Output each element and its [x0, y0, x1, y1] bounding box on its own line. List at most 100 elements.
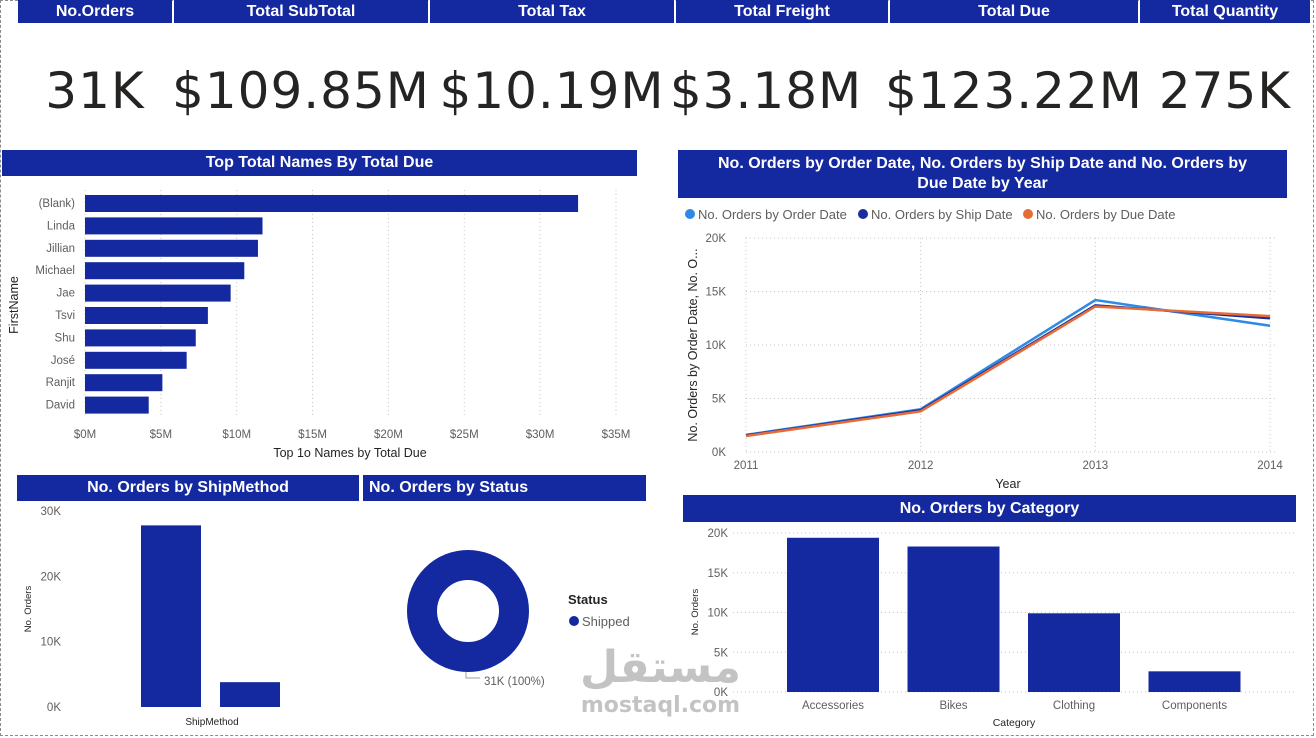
y-tick-label: José [51, 355, 75, 367]
y-axis-title: No. Orders [690, 589, 701, 636]
y-tick-label: Linda [47, 220, 76, 232]
top-names-chart: $0M $5M $10M $15M $20M $25M $30M $35M (Blank) Lin… [7, 190, 631, 460]
legend-title: Status [568, 592, 608, 607]
orders-by-year-title: No. Orders by Order Date, No. Orders by … [678, 150, 1287, 198]
bar [85, 262, 245, 280]
top-names-title: Top Total Names By Total Due [2, 150, 637, 176]
y-tick-label: 20K [706, 233, 727, 245]
y-tick-label: Michael [35, 265, 75, 277]
watermark-latin: mostaql.com [580, 693, 741, 718]
x-tick-label: Accessories [802, 700, 864, 712]
bar [1148, 671, 1241, 692]
leader-line [465, 672, 480, 679]
x-tick-label: Clothing [1053, 700, 1095, 712]
x-tick-label: $10M [222, 429, 251, 441]
x-tick-label: $35M [602, 429, 631, 441]
y-tick-label: 0K [47, 702, 61, 714]
kpi-value-freight: $3.18M [669, 62, 863, 120]
y-tick-label: Ranjit [46, 377, 76, 389]
kpi-header-freight: Total Freight [676, 0, 888, 23]
bar [85, 284, 231, 302]
y-axis-title: FirstName [7, 276, 21, 334]
y-tick-label: (Blank) [39, 198, 76, 210]
kpi-header-quantity: Total Quantity [1140, 0, 1310, 23]
y-tick-label: 30K [41, 506, 62, 518]
y-tick-label: David [46, 400, 75, 412]
bar [1028, 613, 1120, 692]
kpi-value-due: $123.22M [885, 62, 1143, 120]
bar [85, 239, 258, 257]
x-tick-label: $20M [374, 429, 403, 441]
bar [787, 537, 879, 692]
y-tick-label: 10K [41, 637, 62, 649]
bar [85, 307, 208, 324]
x-axis-title: ShipMethod [185, 717, 238, 728]
x-tick-label: $5M [150, 429, 172, 441]
donut-slice [407, 550, 529, 672]
y-tick-label: 0K [714, 687, 728, 699]
legend-marker [685, 209, 695, 219]
bar [85, 217, 263, 235]
y-tick-label: 20K [708, 528, 729, 540]
series-line [745, 305, 1271, 438]
mostaql-watermark: مستقل mostaql.com [578, 642, 743, 722]
x-axis-title: Top 1o Names by Total Due [273, 446, 426, 460]
x-tick-label: $0M [74, 429, 96, 441]
kpi-header-due: Total Due [890, 0, 1138, 23]
y-tick-label: 5K [712, 394, 726, 406]
legend-label: No. Orders by Order Date [698, 207, 847, 222]
legend-label: No. Orders by Ship Date [871, 207, 1013, 222]
bar [85, 351, 187, 369]
shipmethod-chart: 0K 10K 20K 30K ShipMethod No. Orders [23, 506, 280, 728]
x-tick-label: $25M [450, 429, 479, 441]
y-tick-label: 10K [708, 608, 729, 620]
category-chart: 0K 5K 10K 15K 20K Accessories Bikes Clothing Com… [690, 528, 1295, 729]
data-label: 31K (100%) [484, 676, 545, 688]
legend-label: No. Orders by Due Date [1036, 207, 1175, 222]
y-tick-label: 15K [706, 287, 727, 299]
y-tick-label: 5K [714, 647, 728, 659]
legend-marker [569, 616, 579, 626]
x-tick-label: 2013 [1083, 460, 1109, 472]
kpi-header-subtotal: Total SubTotal [174, 0, 428, 23]
bar [907, 546, 1000, 692]
legend-label: Shipped [582, 614, 630, 629]
y-tick-label: Jae [56, 288, 75, 300]
x-axis-title: Year [995, 477, 1020, 491]
kpi-value-orders: 31K [45, 62, 145, 120]
status-chart: 31K (100%) Status Shipped [407, 550, 630, 688]
kpi-header-orders: No.Orders [18, 0, 172, 23]
kpi-value-quantity: 275K [1158, 62, 1292, 120]
legend-marker [1023, 209, 1033, 219]
y-axis-title: No. Orders by Order Date, No. O... [686, 248, 700, 441]
bar [141, 525, 201, 707]
x-tick-label: $30M [526, 429, 555, 441]
x-tick-label: Bikes [939, 700, 967, 712]
y-tick-label: Shu [55, 332, 75, 344]
y-tick-label: 0K [712, 447, 726, 459]
y-tick-label: Tsvi [55, 310, 75, 322]
legend-marker [858, 209, 868, 219]
bar [85, 396, 149, 414]
y-tick-label: 10K [706, 340, 727, 352]
x-tick-label: 2011 [734, 460, 759, 472]
kpi-value-tax: $10.19M [439, 62, 665, 120]
series-line [745, 298, 1271, 437]
watermark-arabic: مستقل [580, 642, 741, 693]
y-tick-label: 20K [41, 571, 62, 583]
shipmethod-title: No. Orders by ShipMethod [17, 475, 359, 501]
bar [220, 682, 280, 707]
category-title: No. Orders by Category [683, 495, 1296, 522]
y-tick-label: Jillian [46, 243, 75, 255]
orders-by-year-chart: No. Orders by Order Date No. Orders by Sh… [685, 207, 1283, 491]
bar [85, 195, 579, 212]
bar [85, 374, 163, 392]
x-axis-title: Category [993, 717, 1036, 729]
series-line [745, 304, 1271, 437]
bar [85, 329, 196, 347]
y-tick-label: 15K [708, 568, 729, 580]
kpi-header-tax: Total Tax [430, 0, 674, 23]
kpi-value-subtotal: $109.85M [172, 62, 430, 120]
x-tick-label: Components [1162, 700, 1227, 712]
x-tick-label: 2014 [1257, 460, 1283, 472]
